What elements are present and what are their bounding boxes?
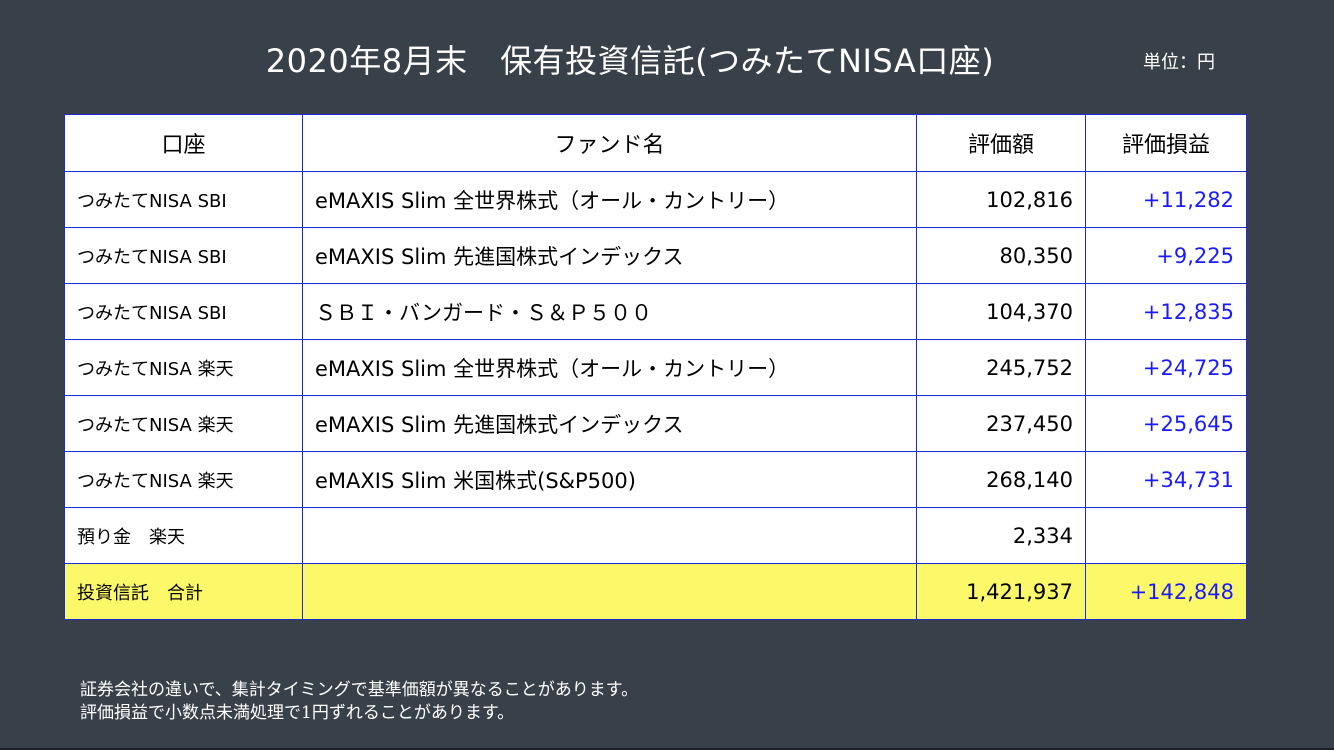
- header-account: 口座: [64, 114, 303, 172]
- table-row: つみたてNISA 楽天 eMAXIS Slim 全世界株式（オール・カントリー）…: [64, 339, 1247, 396]
- footnote-line: 評価損益で小数点未満処理で1円ずれることがあります。: [80, 703, 515, 723]
- value-cell: 268,140: [916, 451, 1086, 508]
- table-row: 預り金 楽天 2,334: [64, 507, 1247, 564]
- profit-loss-cell: [1085, 507, 1247, 564]
- table-row: つみたてNISA SBI eMAXIS Slim 先進国株式インデックス 80,…: [64, 227, 1247, 284]
- total-row: 投資信託 合計 1,421,937 +142,848: [64, 563, 1247, 620]
- total-profit-loss: +142,848: [1085, 563, 1247, 620]
- profit-loss-cell: +34,731: [1085, 451, 1247, 508]
- fund-cell: eMAXIS Slim 先進国株式インデックス: [302, 227, 917, 284]
- header-fund: ファンド名: [302, 114, 917, 172]
- footnotes: 証券会社の違いで、集計タイミングで基準価額が異なることがあります。 評価損益で小…: [80, 679, 638, 725]
- fund-cell: [302, 507, 917, 564]
- table-row: つみたてNISA 楽天 eMAXIS Slim 米国株式(S&P500) 268…: [64, 451, 1247, 508]
- header-profit-loss: 評価損益: [1085, 114, 1247, 172]
- total-value: 1,421,937: [916, 563, 1086, 620]
- profit-loss-cell: +11,282: [1085, 171, 1247, 228]
- account-cell: つみたてNISA SBI: [64, 171, 303, 228]
- holdings-table: 口座 ファンド名 評価額 評価損益 つみたてNISA SBI eMAXIS Sl…: [64, 114, 1247, 620]
- unit-label: 単位：円: [1143, 52, 1215, 73]
- table-row: つみたてNISA SBI ＳＢＩ・バンガード・Ｓ＆Ｐ５００ 104,370 +1…: [64, 283, 1247, 340]
- fund-cell: eMAXIS Slim 米国株式(S&P500): [302, 451, 917, 508]
- value-cell: 2,334: [916, 507, 1086, 564]
- value-cell: 104,370: [916, 283, 1086, 340]
- table-header-row: 口座 ファンド名 評価額 評価損益: [64, 114, 1247, 172]
- value-cell: 237,450: [916, 395, 1086, 452]
- value-cell: 80,350: [916, 227, 1086, 284]
- total-fund-cell: [302, 563, 917, 620]
- value-cell: 102,816: [916, 171, 1086, 228]
- page-title: 2020年8月末 保有投資信託(つみたてNISA口座): [265, 42, 995, 80]
- header-value: 評価額: [916, 114, 1086, 172]
- table-row: つみたてNISA 楽天 eMAXIS Slim 先進国株式インデックス 237,…: [64, 395, 1247, 452]
- fund-cell: eMAXIS Slim 全世界株式（オール・カントリー）: [302, 339, 917, 396]
- total-label: 投資信託 合計: [64, 563, 303, 620]
- fund-cell: ＳＢＩ・バンガード・Ｓ＆Ｐ５００: [302, 283, 917, 340]
- account-cell: つみたてNISA SBI: [64, 283, 303, 340]
- profit-loss-cell: +9,225: [1085, 227, 1247, 284]
- fund-cell: eMAXIS Slim 全世界株式（オール・カントリー）: [302, 171, 917, 228]
- account-cell: つみたてNISA SBI: [64, 227, 303, 284]
- footnote-line: 証券会社の違いで、集計タイミングで基準価額が異なることがあります。: [80, 680, 639, 700]
- bottom-divider: [0, 748, 1334, 750]
- profit-loss-cell: +24,725: [1085, 339, 1247, 396]
- account-cell: つみたてNISA 楽天: [64, 339, 303, 396]
- value-cell: 245,752: [916, 339, 1086, 396]
- fund-cell: eMAXIS Slim 先進国株式インデックス: [302, 395, 917, 452]
- profit-loss-cell: +12,835: [1085, 283, 1247, 340]
- profit-loss-cell: +25,645: [1085, 395, 1247, 452]
- table-row: つみたてNISA SBI eMAXIS Slim 全世界株式（オール・カントリー…: [64, 171, 1247, 228]
- account-cell: 預り金 楽天: [64, 507, 303, 564]
- account-cell: つみたてNISA 楽天: [64, 395, 303, 452]
- account-cell: つみたてNISA 楽天: [64, 451, 303, 508]
